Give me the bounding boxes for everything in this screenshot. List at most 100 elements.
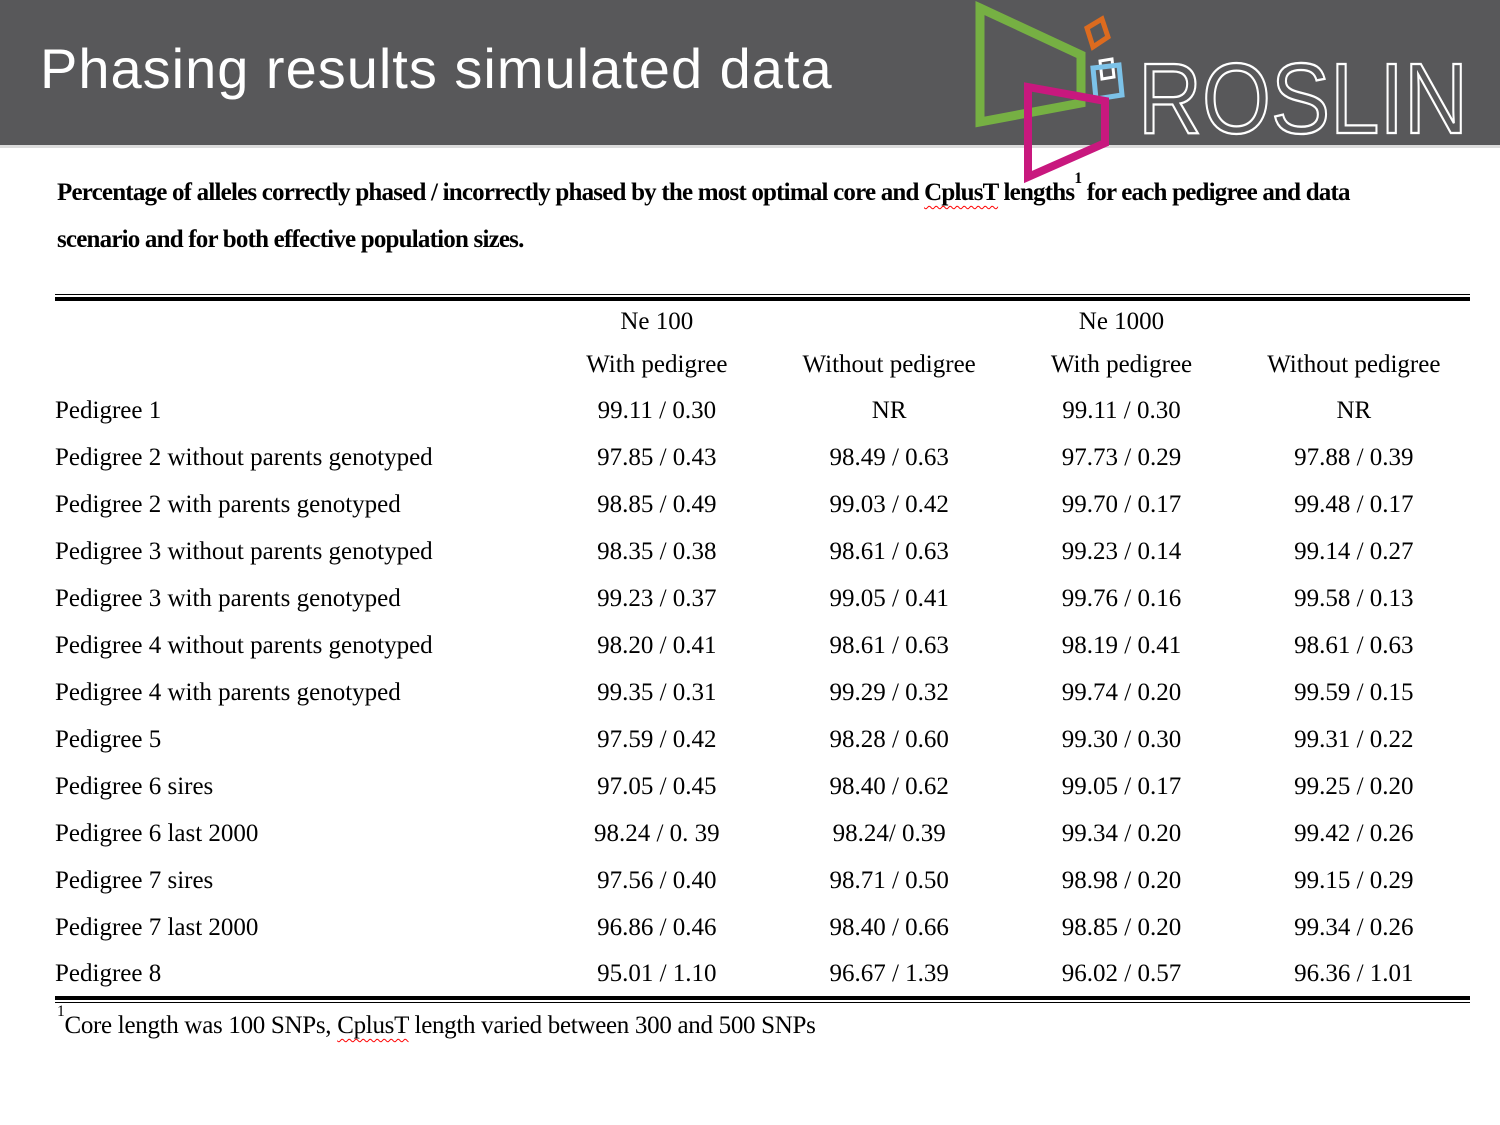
group-header-ne100: Ne 100 — [620, 308, 694, 335]
logo-pink-screen-icon — [1024, 82, 1109, 184]
group-header-row: Ne 100 Ne 1000 — [55, 299, 1470, 343]
cell-value: 99.74 / 0.20 — [1061, 678, 1182, 706]
caption-cplust-misspelled-word: CplusT — [924, 179, 999, 206]
row-label: Pedigree 4 without parents genotyped — [55, 631, 433, 659]
cell-value: 99.15 / 0.29 — [1294, 866, 1414, 894]
footnote-text: Core length was 100 SNPs, — [64, 1012, 338, 1039]
table-body: Pedigree 1 99.11 / 0.30 NR 99.11 / 0.30 NR Pe… — [55, 387, 1470, 998]
row-label: Pedigree 8 — [55, 959, 162, 987]
cell-value: 95.01 / 1.10 — [597, 959, 717, 987]
cell-value: 97.88 / 0.39 — [1294, 443, 1414, 471]
caption-text-line2: scenario and for both effective populati… — [57, 226, 524, 253]
slide-title: Phasing results simulated data — [40, 37, 833, 100]
results-table-container: Ne 100 Ne 1000 With pedigree Without ped… — [55, 294, 1470, 1003]
cell-value: 98.40 / 0.62 — [829, 772, 949, 800]
logo-white-box-icon — [1098, 57, 1116, 81]
cell-value: 99.34 / 0.20 — [1061, 819, 1182, 847]
table-row: Pedigree 2 without parents genotyped 97.8… — [55, 434, 1470, 481]
footnote-marker: 1 — [1074, 169, 1082, 187]
footnote: 1Core length was 100 SNPs, CplusT length… — [57, 1004, 816, 1040]
cell-value: 98.61 / 0.63 — [829, 631, 949, 659]
results-table: Ne 100 Ne 1000 With pedigree Without ped… — [55, 297, 1470, 1000]
cell-value: 99.05 / 0.41 — [829, 584, 949, 612]
row-label: Pedigree 4 with parents genotyped — [55, 678, 401, 706]
table-row: Pedigree 8 95.01 / 1.10 96.67 / 1.39 96.02 … — [55, 951, 1470, 998]
logo-green-screen-icon — [975, 0, 1086, 128]
cell-value: 99.03 / 0.42 — [829, 490, 949, 518]
cell-value: 98.49 / 0.63 — [829, 443, 949, 471]
col-header-with-pedigree-ne1000: With pedigree — [1050, 351, 1193, 378]
col-header-with-pedigree-ne100: With pedigree — [586, 351, 728, 378]
cell-value: 98.61 / 0.63 — [829, 537, 949, 565]
row-label: Pedigree 5 — [55, 725, 162, 753]
table-row: Pedigree 2 with parents genotyped 98.85 /… — [55, 481, 1470, 528]
cell-value: 99.59 / 0.15 — [1294, 678, 1414, 706]
table-row: Pedigree 6 last 2000 98.24 / 0. 39 98.24/ … — [55, 810, 1470, 857]
footnote-text: length varied between 300 and 500 SNPs — [408, 1012, 816, 1039]
row-label: Pedigree 1 — [55, 396, 162, 424]
cell-value: 99.58 / 0.13 — [1294, 584, 1414, 612]
footnote-marker: 1 — [57, 1002, 65, 1020]
cell-value: 99.23 / 0.37 — [597, 584, 717, 612]
table-head: Ne 100 Ne 1000 With pedigree Without ped… — [55, 299, 1470, 387]
table-caption: Percentage of alleles correctly phased /… — [57, 169, 1481, 263]
table-row: Pedigree 4 with parents genotyped 99.35 /… — [55, 669, 1470, 716]
column-header-row: With pedigree Without pedigree With pedi… — [55, 343, 1470, 387]
table-row: Pedigree 1 99.11 / 0.30 NR 99.11 / 0.30 NR — [55, 387, 1470, 434]
empty-cell — [55, 343, 541, 387]
cell-value: 98.24/ 0.39 — [832, 819, 946, 847]
cell-value: 98.61 / 0.63 — [1294, 631, 1414, 659]
cell-value: 98.40 / 0.66 — [829, 913, 949, 941]
table-row: Pedigree 6 sires 97.05 / 0.45 98.40 / 0.62… — [55, 763, 1470, 810]
footnote-cplust-misspelled-word: CplusT — [337, 1012, 409, 1039]
cell-value: 99.14 / 0.27 — [1294, 537, 1414, 565]
caption-text: lengths — [998, 179, 1076, 206]
cell-value: 98.28 / 0.60 — [829, 725, 949, 753]
table-row: Pedigree 7 last 2000 96.86 / 0.46 98.40 / … — [55, 904, 1470, 951]
cell-value: 99.29 / 0.32 — [829, 678, 949, 706]
cell-value: 96.36 / 1.01 — [1294, 959, 1414, 987]
cell-value: 96.02 / 0.57 — [1061, 959, 1182, 987]
cell-value: 98.98 / 0.20 — [1061, 866, 1182, 894]
cell-value: 96.86 / 0.46 — [597, 913, 717, 941]
cell-value: 99.05 / 0.17 — [1061, 772, 1182, 800]
empty-cell — [55, 299, 541, 343]
cell-value: 97.59 / 0.42 — [597, 725, 717, 753]
col-header-without-pedigree-ne1000: Without pedigree — [1267, 351, 1441, 378]
caption-text: Percentage of alleles correctly phased /… — [57, 179, 925, 206]
cell-value: NR — [871, 396, 907, 424]
cell-value: 97.05 / 0.45 — [597, 772, 717, 800]
empty-cell — [1238, 299, 1470, 343]
cell-value: 98.19 / 0.41 — [1061, 631, 1182, 659]
cell-value: 99.31 / 0.22 — [1294, 725, 1414, 753]
cell-value: 98.71 / 0.50 — [829, 866, 949, 894]
cell-value: 98.35 / 0.38 — [597, 537, 717, 565]
row-label: Pedigree 2 with parents genotyped — [55, 490, 401, 518]
logo-text: ROSLIN — [1138, 43, 1468, 155]
cell-value: 97.85 / 0.43 — [597, 443, 717, 471]
cell-value: 99.35 / 0.31 — [597, 678, 717, 706]
cell-value: 96.67 / 1.39 — [829, 959, 949, 987]
cell-value: 98.24 / 0. 39 — [593, 819, 720, 847]
cell-value: 97.73 / 0.29 — [1061, 443, 1182, 471]
cell-value: 99.34 / 0.26 — [1294, 913, 1414, 941]
cell-value: 98.85 / 0.20 — [1061, 913, 1182, 941]
row-label: Pedigree 6 last 2000 — [55, 819, 259, 847]
cell-value: 99.30 / 0.30 — [1061, 725, 1182, 753]
empty-cell — [773, 299, 1005, 343]
table-row: Pedigree 4 without parents genotyped 98.2… — [55, 622, 1470, 669]
row-label: Pedigree 3 with parents genotyped — [55, 584, 401, 612]
table-row: Pedigree 3 with parents genotyped 99.23 /… — [55, 575, 1470, 622]
cell-value: NR — [1336, 396, 1372, 424]
table-row: Pedigree 7 sires 97.56 / 0.40 98.71 / 0.50… — [55, 857, 1470, 904]
cell-value: 99.42 / 0.26 — [1294, 819, 1414, 847]
cell-value: 99.23 / 0.14 — [1061, 537, 1182, 565]
cell-value: 99.25 / 0.20 — [1294, 772, 1414, 800]
cell-value: 99.48 / 0.17 — [1294, 490, 1414, 518]
table-row: Pedigree 5 97.59 / 0.42 98.28 / 0.60 99.30 … — [55, 716, 1470, 763]
cell-value: 97.56 / 0.40 — [597, 866, 717, 894]
cell-value: 99.11 / 0.30 — [597, 396, 717, 424]
row-label: Pedigree 6 sires — [55, 772, 214, 800]
group-header-ne1000: Ne 1000 — [1078, 308, 1165, 335]
col-header-without-pedigree-ne100: Without pedigree — [802, 351, 976, 378]
